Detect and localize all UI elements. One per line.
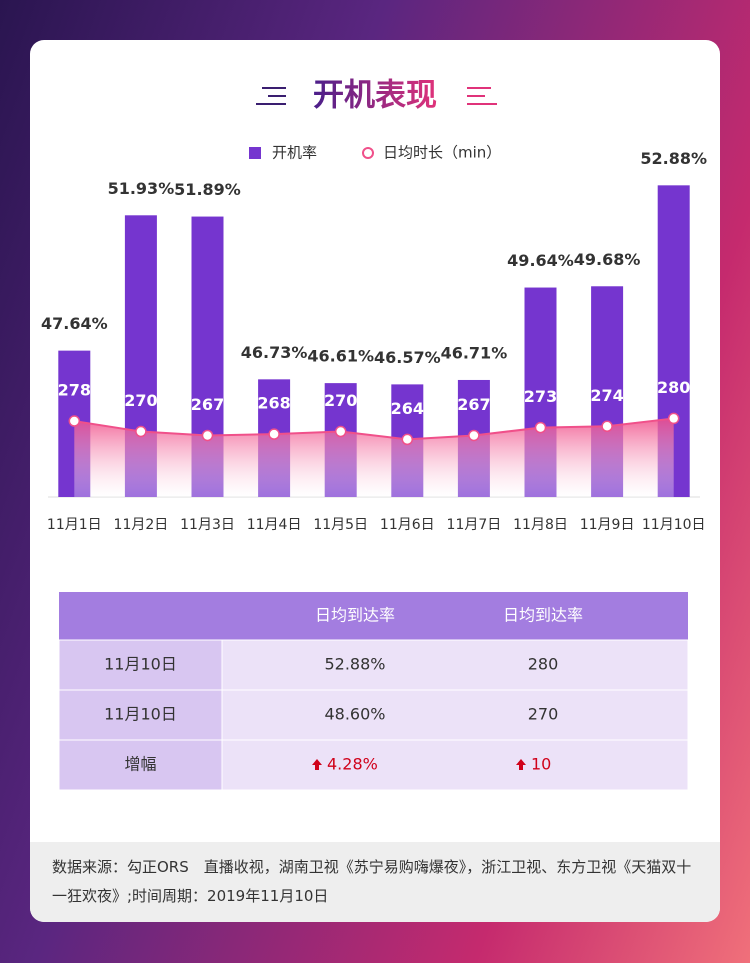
line-value-label: 270 — [124, 391, 157, 410]
line-value-label: 273 — [524, 387, 557, 406]
table-row-label: 11月10日 — [104, 705, 177, 724]
bar-value-label: 46.73% — [241, 343, 308, 362]
table-row-label-bg — [58, 739, 223, 791]
table-row-bg — [221, 689, 689, 741]
bar-value-label: 52.88% — [640, 149, 707, 168]
line-point — [601, 420, 613, 433]
legend-swatch — [249, 147, 261, 159]
bar-value-label: 51.89% — [174, 180, 241, 199]
line-point — [135, 425, 147, 438]
line-value-label: 270 — [324, 391, 357, 410]
line-point — [534, 421, 547, 434]
line-point — [468, 429, 480, 442]
table-cell: 270 — [528, 705, 559, 724]
bar-value-label: 46.61% — [307, 347, 374, 366]
table-row-label-bg — [58, 689, 223, 741]
bar-value-label: 51.93% — [108, 179, 175, 198]
x-tick-label: 11月9日 — [580, 517, 635, 533]
title: 开机表现 — [313, 78, 437, 114]
line-value-label: 264 — [391, 399, 424, 418]
line-point — [201, 429, 214, 442]
x-tick-label: 11月3日 — [180, 517, 235, 533]
line-point — [334, 425, 347, 438]
table-header-cell: 日均到达率 — [315, 606, 395, 625]
x-tick-label: 11月8日 — [513, 517, 568, 533]
table-row-bg — [221, 739, 689, 791]
x-tick-label: 11月1日 — [47, 517, 102, 533]
line-point — [401, 433, 414, 446]
increase-arrow — [516, 759, 526, 770]
x-tick-label: 11月5日 — [313, 517, 368, 533]
table-row-label-bg — [58, 639, 223, 691]
title-decor — [467, 87, 497, 105]
line — [74, 417, 674, 441]
x-tick-label: 11月7日 — [447, 517, 502, 533]
x-tick-label: 11月4日 — [247, 517, 302, 533]
table-cell: 48.60% — [324, 705, 385, 724]
table-cell: 10 — [531, 755, 551, 774]
legend-label: 开机率 — [272, 144, 317, 162]
table-cell: 4.28% — [327, 755, 378, 774]
line-value-label: 280 — [657, 378, 690, 397]
table-row-label: 增幅 — [124, 755, 156, 774]
line-value-label: 268 — [257, 394, 290, 413]
line-value-label: 278 — [58, 381, 91, 400]
bar-value-label: 49.68% — [574, 250, 641, 269]
legend-swatch — [362, 147, 374, 159]
table-row-bg — [221, 639, 689, 691]
bar-value-label: 47.64% — [41, 314, 108, 333]
line-value-label: 274 — [590, 386, 623, 405]
bar-value-label: 49.64% — [507, 251, 574, 270]
footer-bg — [30, 842, 720, 922]
x-tick-label: 11月6日 — [380, 517, 435, 533]
line-value-label: 267 — [457, 395, 490, 414]
table-row-label: 11月10日 — [104, 655, 177, 674]
line-point — [268, 428, 280, 440]
line-point — [667, 412, 680, 425]
footer-text: 数据来源：勾正ORS 直播收视，湖南卫视《苏宁易购嗨爆夜》，浙江卫视、东方卫视《… — [52, 858, 692, 905]
bar-value-label: 46.71% — [441, 343, 508, 362]
title-decor — [256, 87, 286, 105]
table-cell: 280 — [528, 655, 559, 674]
legend-label: 日均时长（min） — [383, 144, 501, 162]
table-header — [59, 592, 688, 640]
line-point — [68, 415, 81, 427]
x-tick-label: 11月10日 — [642, 517, 706, 533]
line-value-label: 267 — [191, 395, 224, 414]
line-area — [74, 418, 674, 497]
increase-arrow — [312, 759, 322, 770]
table-cell: 52.88% — [324, 655, 385, 674]
bar-value-label: 46.57% — [374, 348, 441, 367]
table-header-cell: 日均到达率 — [503, 606, 583, 625]
x-tick-label: 11月2日 — [114, 517, 169, 533]
